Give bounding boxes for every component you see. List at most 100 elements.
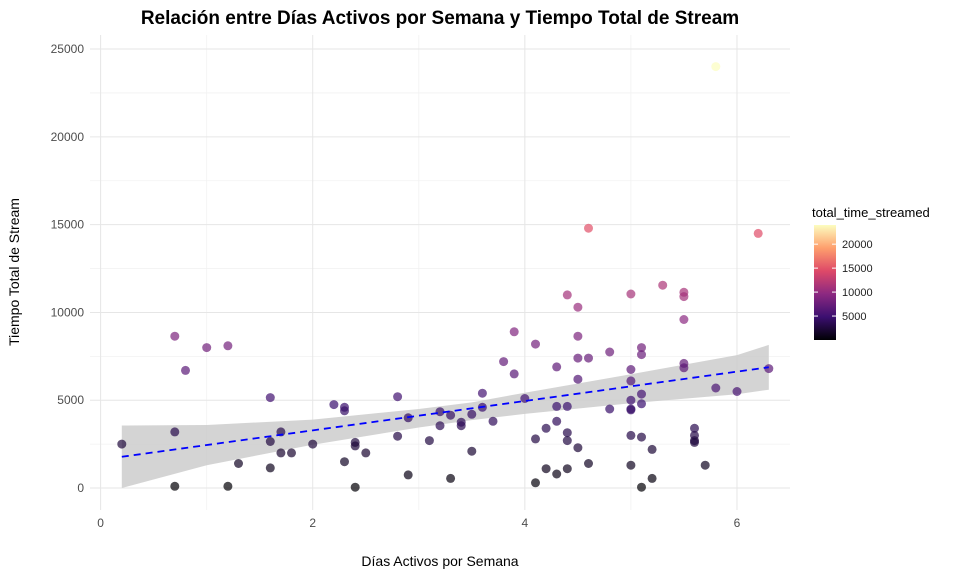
data-point xyxy=(350,482,360,492)
data-point xyxy=(467,446,477,456)
data-point xyxy=(552,469,562,479)
data-point xyxy=(679,315,689,324)
data-point xyxy=(509,327,519,337)
data-point xyxy=(499,357,509,367)
data-point xyxy=(520,394,530,403)
data-point xyxy=(562,290,572,300)
data-point xyxy=(637,389,646,399)
data-point xyxy=(393,431,403,441)
data-point xyxy=(573,374,583,384)
chart-title: Relación entre Días Activos por Semana y… xyxy=(141,8,739,29)
data-point xyxy=(690,423,699,433)
data-point xyxy=(562,436,572,446)
data-point xyxy=(626,460,636,470)
data-point xyxy=(531,339,540,349)
data-point xyxy=(531,478,540,488)
data-point xyxy=(562,464,572,474)
data-point xyxy=(573,443,583,453)
data-point xyxy=(690,437,699,447)
data-point xyxy=(170,427,180,437)
data-point xyxy=(626,365,636,374)
data-point xyxy=(541,423,551,433)
x-tick-label: 0 xyxy=(97,516,104,530)
data-point xyxy=(393,392,403,402)
y-tick-label: 15000 xyxy=(51,218,85,232)
data-point xyxy=(605,347,615,357)
y-axis-title: Tiempo Total de Stream xyxy=(6,198,22,346)
data-point xyxy=(647,473,657,483)
y-tick-labels: 0 5000 10000 15000 20000 25000 xyxy=(51,42,85,495)
colorbar-tick-label: 10000 xyxy=(842,287,873,299)
data-point xyxy=(308,439,318,449)
data-point xyxy=(435,421,445,431)
data-point xyxy=(679,363,689,373)
x-axis-title: Días Activos por Semana xyxy=(361,553,518,569)
data-point xyxy=(202,343,212,353)
data-point xyxy=(605,404,615,414)
data-point xyxy=(637,399,646,409)
data-point xyxy=(584,459,593,468)
data-point xyxy=(552,362,562,372)
data-point xyxy=(711,383,721,393)
data-point xyxy=(488,416,498,426)
data-point xyxy=(637,482,646,492)
data-point xyxy=(350,441,360,451)
data-point xyxy=(287,448,296,458)
data-point xyxy=(764,364,774,374)
data-point xyxy=(456,417,466,427)
data-point xyxy=(584,223,593,233)
data-point xyxy=(637,350,646,360)
data-point xyxy=(265,393,275,403)
data-point xyxy=(329,400,339,410)
data-point xyxy=(584,353,593,363)
data-point xyxy=(552,416,562,426)
points-group xyxy=(117,62,774,492)
data-point xyxy=(711,62,721,72)
trend-line-group xyxy=(121,366,769,458)
data-point xyxy=(626,395,636,405)
legend-title: total_time_streamed xyxy=(812,205,930,220)
data-point xyxy=(562,401,572,411)
data-point xyxy=(658,280,668,290)
data-point xyxy=(626,430,636,440)
confidence-band-group xyxy=(121,344,769,488)
data-point xyxy=(340,457,349,467)
data-point xyxy=(446,473,456,483)
colorbar-tick-label: 20000 xyxy=(842,239,873,251)
x-tick-label: 2 xyxy=(309,516,316,530)
data-point xyxy=(573,353,583,363)
y-tick-label: 5000 xyxy=(57,393,84,407)
data-point xyxy=(340,406,349,416)
data-point xyxy=(626,376,636,386)
grid xyxy=(90,35,790,510)
data-point xyxy=(562,428,572,438)
data-point xyxy=(223,341,233,351)
colorbar-ticks: 5000 10000 15000 20000 xyxy=(814,239,873,323)
data-point xyxy=(637,343,646,353)
data-point xyxy=(424,436,434,446)
data-point xyxy=(446,410,456,420)
confidence-band xyxy=(121,344,769,488)
data-point xyxy=(531,434,540,444)
x-tick-label: 4 xyxy=(522,516,529,530)
data-point xyxy=(170,331,180,341)
data-point xyxy=(573,331,583,341)
data-point xyxy=(117,439,127,449)
data-point xyxy=(181,365,190,375)
data-point xyxy=(679,292,689,302)
colorbar-tick-label: 15000 xyxy=(842,263,873,275)
colorbar-legend: total_time_streamed 5000 10000 15000 20000 xyxy=(812,205,930,340)
x-tick-labels: 0 2 4 6 xyxy=(97,516,740,530)
data-point xyxy=(552,401,562,411)
x-tick-label: 6 xyxy=(734,516,741,530)
y-tick-label: 10000 xyxy=(51,305,85,319)
y-tick-label: 0 xyxy=(77,481,84,495)
data-point xyxy=(403,470,413,480)
data-point xyxy=(477,388,487,398)
data-point xyxy=(234,459,243,468)
data-point xyxy=(361,448,371,458)
data-point xyxy=(753,228,763,238)
colorbar xyxy=(814,225,836,340)
